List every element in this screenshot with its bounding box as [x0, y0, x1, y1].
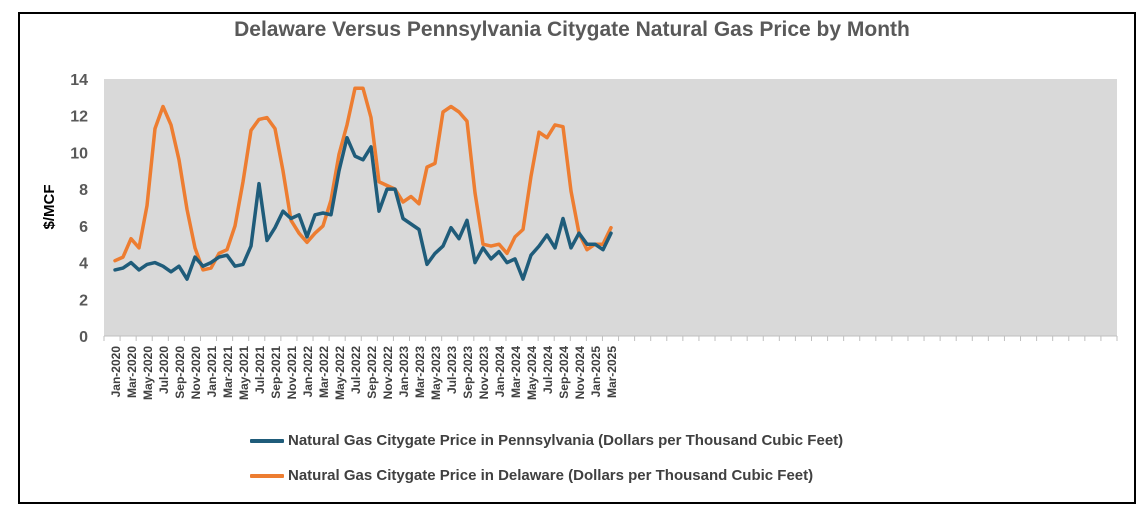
x-tick-label: Jan-2023	[397, 346, 411, 398]
y-tick-label: 14	[70, 72, 88, 89]
x-tick-label: Sep-2024	[557, 346, 571, 399]
x-tick-label: Mar-2022	[317, 346, 331, 398]
x-tick-label: Mar-2020	[125, 346, 139, 398]
x-tick-label: Jul-2023	[445, 346, 459, 394]
x-tick-label: May-2021	[237, 346, 251, 400]
x-axis-ticks: Jan-2020 Mar-2020 May-2020 Jul-2020 Sep-2020…	[103, 335, 1118, 400]
x-tick-label: Nov-2022	[381, 346, 395, 400]
x-tick-label: May-2022	[333, 346, 347, 400]
x-tick-label: Sep-2020	[173, 346, 187, 399]
y-tick-label: 12	[70, 109, 88, 126]
x-tick-label: Jul-2020	[157, 346, 171, 394]
legend-label-delaware: Natural Gas Citygate Price in Delaware (…	[288, 467, 814, 484]
x-tick-label: May-2020	[141, 346, 155, 400]
legend-label-pennsylvania: Natural Gas Citygate Price in Pennsylvan…	[288, 432, 844, 449]
y-tick-label: 10	[70, 145, 88, 162]
x-tick-label: Mar-2023	[413, 346, 427, 398]
x-tick-label: Jan-2022	[301, 346, 315, 398]
plot-area	[104, 79, 1117, 336]
x-tick-label: May-2024	[525, 346, 539, 400]
y-tick-label: 8	[79, 182, 88, 199]
x-tick-label: Mar-2024	[509, 346, 523, 398]
x-tick-label: Mar-2021	[221, 346, 235, 398]
legend-item-pennsylvania: Natural Gas Citygate Price in Pennsylvan…	[250, 432, 843, 449]
legend-swatch-pennsylvania	[250, 438, 284, 443]
legend-swatch-delaware	[250, 473, 284, 478]
x-tick-label: Sep-2023	[461, 346, 475, 399]
x-tick-label: Mar-2025	[605, 346, 619, 398]
x-tick-label: Jan-2020	[109, 346, 123, 398]
x-tick-label: Sep-2022	[365, 346, 379, 399]
series-lines	[113, 86, 613, 281]
y-tick-label: 2	[79, 292, 88, 309]
x-tick-label: Nov-2024	[573, 346, 587, 400]
x-tick-label: Jan-2024	[493, 346, 507, 398]
x-tick-label: Sep-2021	[269, 346, 283, 399]
y-axis-ticks: 0 2 4 6 8 10 12 14	[70, 72, 88, 346]
x-tick-label: Jul-2024	[541, 346, 555, 394]
series-line-pennsylvania	[113, 135, 613, 281]
x-tick-label: Nov-2020	[189, 346, 203, 400]
x-tick-label: Jan-2025	[589, 346, 603, 398]
x-tick-label: Jan-2021	[205, 346, 219, 398]
legend-item-delaware: Natural Gas Citygate Price in Delaware (…	[250, 467, 813, 484]
x-tick-label: May-2023	[429, 346, 443, 400]
series-line-delaware	[113, 86, 613, 272]
x-tick-label: Nov-2023	[477, 346, 491, 400]
y-tick-label: 6	[79, 219, 88, 236]
y-tick-label: 0	[79, 329, 88, 346]
y-tick-label: 4	[79, 256, 88, 273]
x-tick-label: Jul-2022	[349, 346, 363, 394]
x-tick-label: Nov-2021	[285, 346, 299, 400]
chart-title: Delaware Versus Pennsylvania Citygate Na…	[234, 18, 910, 41]
x-tick-label: Jul-2021	[253, 346, 267, 394]
y-axis-label: $/MCF	[41, 185, 58, 230]
